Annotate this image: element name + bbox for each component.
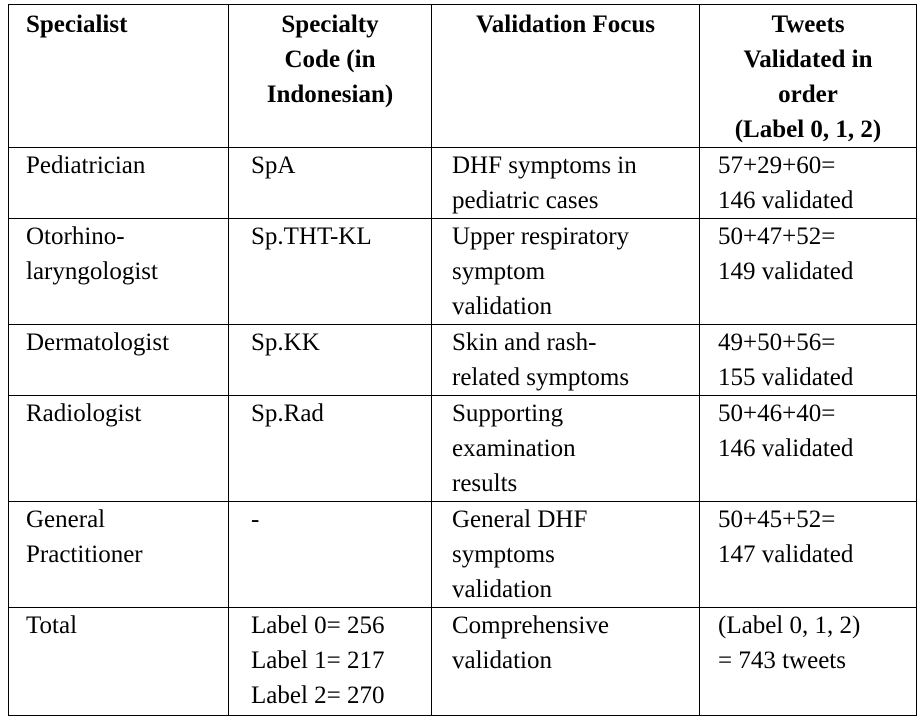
cell-tweets-validated: 49+50+56= 155 validated xyxy=(699,324,917,396)
cell-specialty-code: Sp.THT-KL xyxy=(228,218,432,325)
cell-specialist: General Practitioner xyxy=(8,501,229,608)
table-row: General Practitioner - General DHF sympt… xyxy=(8,501,917,608)
cell-tweets-validated: 50+45+52= 147 validated xyxy=(699,501,917,608)
table-row: Otorhino- laryngologist Sp.THT-KL Upper … xyxy=(8,218,917,325)
header-specialist: Specialist xyxy=(8,4,229,148)
table-row: Pediatrician SpA DHF symptoms in pediatr… xyxy=(8,147,917,219)
header-specialty-code: Specialty Code (in Indonesian) xyxy=(228,4,432,148)
cell-validation-focus: Skin and rash- related symptoms xyxy=(431,324,700,396)
cell-validation-focus: DHF symptoms in pediatric cases xyxy=(431,147,700,219)
cell-specialist: Radiologist xyxy=(8,395,229,502)
header-tweets-validated: Tweets Validated in order (Label 0, 1, 2… xyxy=(699,4,917,148)
table-row: Dermatologist Sp.KK Skin and rash- relat… xyxy=(8,324,917,396)
table-row: Radiologist Sp.Rad Supporting examinatio… xyxy=(8,395,917,502)
table-row-total: Total Label 0= 256 Label 1= 217 Label 2=… xyxy=(8,607,917,716)
table-header-row: Specialist Specialty Code (in Indonesian… xyxy=(8,4,917,148)
header-validation-focus: Validation Focus xyxy=(431,4,700,148)
cell-specialty-code: Sp.KK xyxy=(228,324,432,396)
cell-specialist: Otorhino- laryngologist xyxy=(8,218,229,325)
cell-specialty-code: - xyxy=(228,501,432,608)
cell-validation-focus: General DHF symptoms validation xyxy=(431,501,700,608)
cell-specialty-code: Label 0= 256 Label 1= 217 Label 2= 270 xyxy=(228,607,432,716)
cell-tweets-validated: 57+29+60= 146 validated xyxy=(699,147,917,219)
cell-tweets-validated: (Label 0, 1, 2) = 743 tweets xyxy=(699,607,917,716)
cell-specialist: Total xyxy=(8,607,229,716)
cell-specialist: Dermatologist xyxy=(8,324,229,396)
cell-validation-focus: Supporting examination results xyxy=(431,395,700,502)
cell-validation-focus: Comprehensive validation xyxy=(431,607,700,716)
cell-specialty-code: Sp.Rad xyxy=(228,395,432,502)
cell-tweets-validated: 50+47+52= 149 validated xyxy=(699,218,917,325)
cell-validation-focus: Upper respiratory symptom validation xyxy=(431,218,700,325)
cell-tweets-validated: 50+46+40= 146 validated xyxy=(699,395,917,502)
specialist-validation-table: Specialist Specialty Code (in Indonesian… xyxy=(8,4,917,716)
cell-specialty-code: SpA xyxy=(228,147,432,219)
cell-specialist: Pediatrician xyxy=(8,147,229,219)
